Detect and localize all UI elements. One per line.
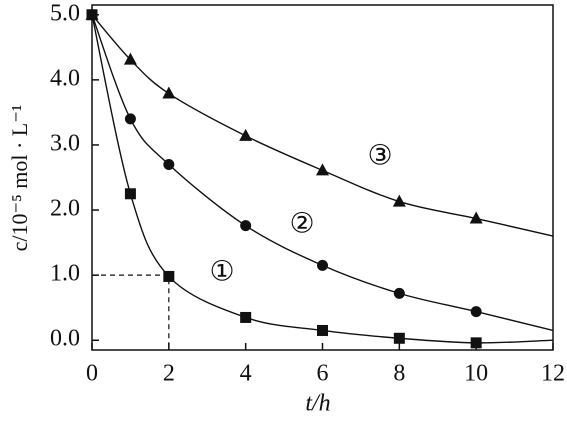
x-tick-label: 0 bbox=[86, 361, 98, 387]
y-tick-label: 5.0 bbox=[50, 0, 80, 26]
marker bbox=[392, 194, 406, 207]
marker bbox=[163, 270, 175, 282]
series-label: ② bbox=[289, 208, 314, 239]
y-tick-label: 4.0 bbox=[50, 65, 80, 91]
reference-line bbox=[92, 274, 170, 350]
marker bbox=[470, 337, 482, 349]
marker bbox=[124, 113, 136, 125]
x-tick-label: 8 bbox=[393, 361, 405, 387]
x-tick-label: 10 bbox=[464, 361, 488, 387]
plot-frame bbox=[91, 4, 554, 351]
y-tick-label: 3.0 bbox=[50, 130, 80, 156]
marker bbox=[317, 259, 328, 271]
series-label: ① bbox=[209, 256, 234, 287]
marker bbox=[240, 220, 252, 232]
curve bbox=[91, 14, 554, 237]
marker bbox=[162, 86, 176, 99]
marker bbox=[393, 332, 405, 344]
x-tick-label: 12 bbox=[541, 361, 565, 387]
marker bbox=[317, 324, 328, 336]
marker bbox=[239, 128, 253, 141]
marker bbox=[393, 287, 405, 299]
marker bbox=[240, 311, 252, 323]
marker bbox=[469, 211, 483, 224]
x-tick-label: 6 bbox=[317, 361, 329, 387]
marker bbox=[163, 158, 175, 170]
y-tick-label: 0.0 bbox=[50, 326, 80, 352]
marker bbox=[316, 163, 329, 176]
marker bbox=[124, 188, 136, 200]
marker bbox=[470, 306, 482, 318]
x-tick-label: 2 bbox=[163, 361, 175, 387]
y-tick-label: 2.0 bbox=[50, 196, 80, 222]
y-axis-label: c/10⁻⁵ mol · L⁻¹ bbox=[7, 105, 32, 252]
marker bbox=[85, 7, 99, 20]
curve bbox=[91, 14, 554, 344]
series-label: ③ bbox=[367, 140, 392, 171]
x-axis-label: t/h bbox=[305, 391, 330, 417]
x-tick-label: 4 bbox=[240, 361, 252, 387]
marker bbox=[123, 52, 137, 65]
y-tick-label: 1.0 bbox=[50, 261, 80, 287]
